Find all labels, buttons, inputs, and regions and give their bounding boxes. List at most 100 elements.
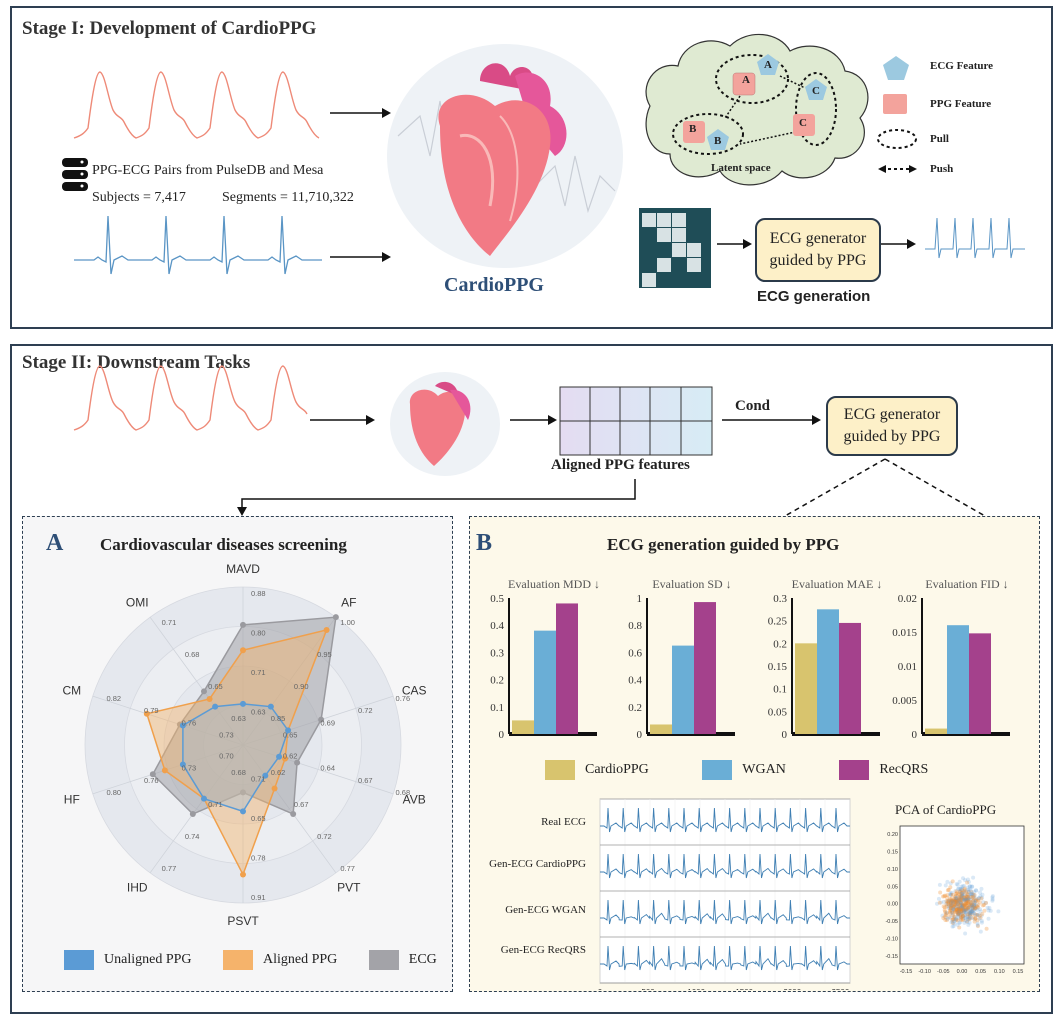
pca-point (965, 892, 970, 897)
pca-point (962, 920, 967, 925)
pca-point (969, 902, 974, 907)
pca-point (961, 917, 966, 922)
pca-point (956, 913, 961, 918)
ecg-x-tick: 1000 (687, 988, 705, 990)
pca-point (960, 904, 965, 909)
pca-point (961, 914, 966, 919)
pca-point (966, 922, 971, 927)
pca-point (964, 905, 969, 910)
stage1-title: Stage I: Development of CardioPPG (22, 18, 317, 39)
pca-point (952, 902, 957, 907)
pca-point (941, 894, 946, 899)
pca-point (974, 898, 979, 903)
radar-tick-label: 0.88 (251, 589, 266, 598)
pca-point (952, 898, 957, 903)
pca-point (948, 915, 953, 920)
pca-point (961, 876, 966, 881)
pca-point (967, 907, 972, 912)
pca-point (968, 891, 973, 896)
pca-point (949, 900, 954, 905)
pca-point (958, 910, 963, 915)
pca-point (968, 899, 973, 904)
pca-point (965, 892, 970, 897)
pca-point (979, 886, 984, 891)
pca-point (960, 897, 965, 902)
pca-point (987, 905, 992, 910)
pca-point (949, 890, 954, 895)
panel-a-letter: A (46, 530, 64, 556)
pca-point (975, 924, 980, 929)
pca-point (977, 896, 982, 901)
pca-point (962, 895, 967, 900)
pca-point (963, 912, 968, 917)
bar-wgan (672, 645, 694, 734)
latent-label-A2: A (764, 59, 772, 71)
pca-point (954, 898, 959, 903)
pca-point (958, 920, 963, 925)
radar-axis-label-avb: AVB (403, 792, 426, 806)
pca-point (966, 899, 971, 904)
pca-point (961, 903, 966, 908)
pca-point (965, 917, 970, 922)
pca-point (966, 905, 971, 910)
pca-point (950, 902, 955, 907)
pca-point (951, 924, 956, 929)
pca-point (967, 904, 972, 909)
pca-point (972, 896, 977, 901)
pca-point (977, 900, 982, 905)
pca-point (954, 907, 959, 912)
radar-point-af (267, 703, 274, 710)
pca-point (945, 899, 950, 904)
pca-point (954, 891, 959, 896)
ecg-trace (600, 899, 850, 925)
pca-point (959, 891, 964, 896)
pca-point (968, 900, 973, 905)
pca-point (960, 914, 965, 919)
pca-point (949, 903, 954, 908)
radar-point-cas (285, 727, 292, 734)
pca-y-tick: 0.15 (887, 849, 898, 855)
pca-point (984, 926, 989, 931)
radar-point-hf (179, 761, 186, 768)
pca-point (969, 892, 974, 897)
pca-point (969, 903, 974, 908)
legend-unaligned: Unaligned PPG (104, 952, 192, 968)
pca-point (950, 919, 955, 924)
pca-point (978, 894, 983, 899)
radar-point-ihd (200, 795, 207, 802)
pca-point (971, 908, 976, 913)
pca-point (959, 894, 964, 899)
pca-point (946, 902, 951, 907)
pca-point (941, 899, 946, 904)
pca-point (965, 907, 970, 912)
radar-point-cm (179, 722, 186, 729)
pca-point (976, 912, 981, 917)
pca-point (967, 910, 972, 915)
pca-point (979, 896, 984, 901)
pca-point (964, 909, 969, 914)
pca-point (965, 897, 970, 902)
pca-point (956, 898, 961, 903)
legend-pull: Pull (930, 133, 949, 145)
pca-point (960, 907, 965, 912)
radar-tick-label: 0.74 (185, 832, 200, 841)
subjects-count: Subjects = 7,417 (92, 190, 186, 205)
pca-point (968, 911, 973, 916)
pca-point (972, 900, 977, 905)
pca-point (963, 910, 968, 915)
radar-tick-label: 0.63 (231, 714, 246, 723)
pca-point (960, 902, 965, 907)
pca-point (977, 916, 982, 921)
pca-point (968, 909, 973, 914)
pca-point (986, 916, 991, 921)
radar-tick-label: 0.91 (251, 893, 266, 902)
pca-point (956, 907, 961, 912)
pca-point (962, 887, 967, 892)
latent-label-B2: B (714, 135, 722, 147)
pca-point (956, 904, 961, 909)
pca-point (970, 891, 975, 896)
pca-point (971, 904, 976, 909)
pca-point (957, 921, 962, 926)
pca-point (956, 904, 961, 909)
radar-point-avb (294, 759, 301, 766)
